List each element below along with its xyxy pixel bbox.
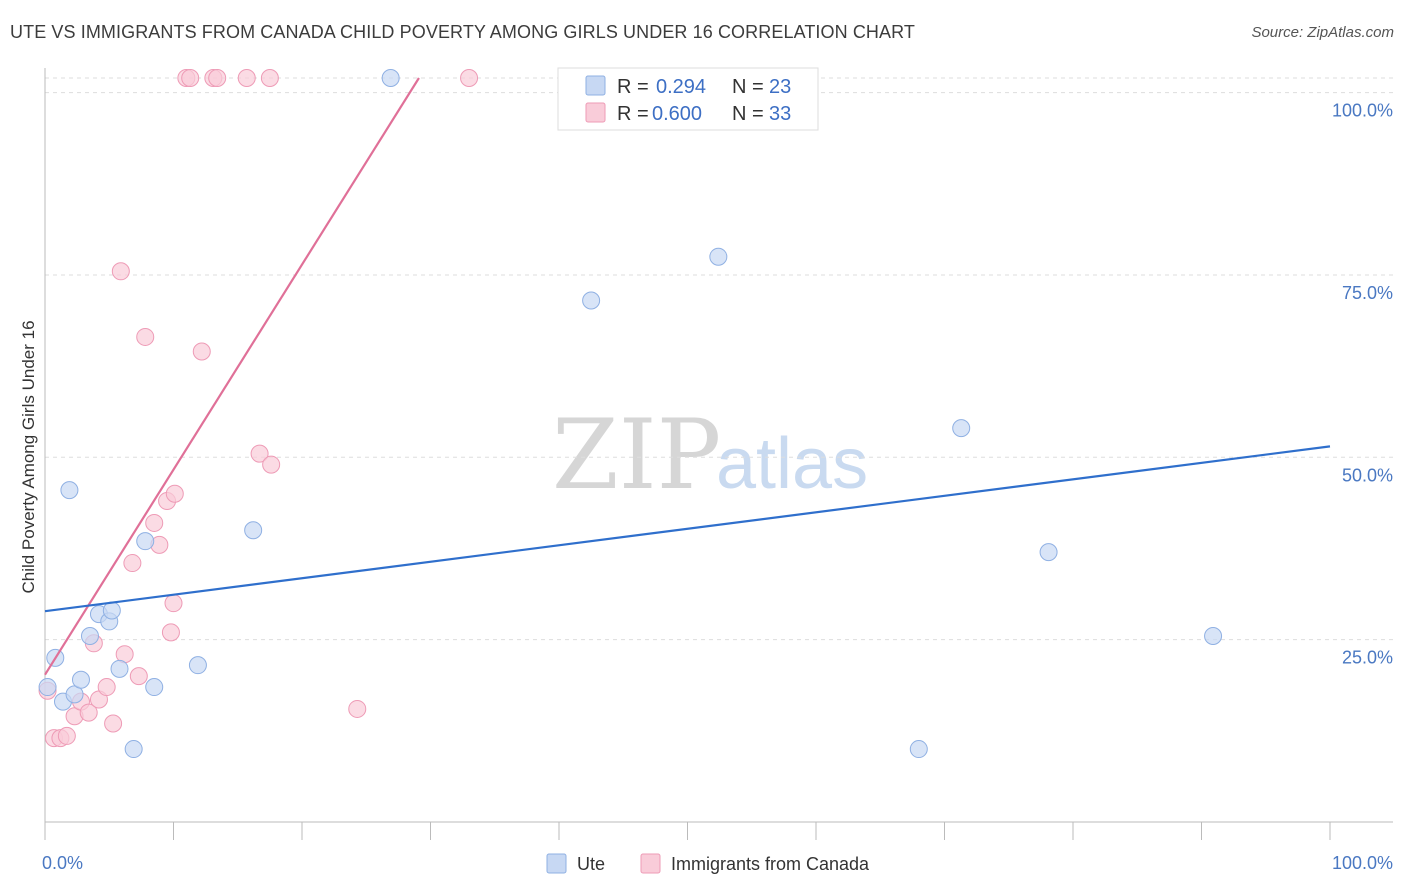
canada-point-24 [192,342,211,361]
ute-point-22 [1204,627,1223,645]
canada-point-11 [111,262,130,281]
chart-title: UTE VS IMMIGRANTS FROM CANADA CHILD POVE… [10,22,916,42]
canada-point-32 [460,69,479,87]
gridlines [45,77,1393,641]
series-immigrants-from-canada-points [38,69,479,748]
trend-lines [44,77,1331,676]
ute-point-0 [38,678,57,697]
legend-r-label-ute: R = [617,76,649,98]
series-ute-points [38,69,1223,759]
y-tick-label-75: 75.0% [1342,283,1393,303]
legend-swatch-ute [585,75,606,96]
x-tick-label-end: 100.0% [1332,853,1393,873]
canada-point-9 [97,678,116,697]
canada-point-28 [250,444,269,463]
ute-point-9 [102,601,121,620]
canada-point-30 [262,455,281,474]
canada-point-13 [123,554,142,573]
legend-r-label-canada: R = [617,103,649,125]
ute-point-18 [709,247,728,266]
legend-swatch-canada [585,102,606,123]
series-legend: Ute Immigrants from Canada [546,853,870,874]
canada-point-3 [57,726,76,745]
canada-point-20 [164,594,183,613]
correlation-legend: R = 0.294 N = 23 R = 0.600 N = 33 [557,67,819,131]
y-tick-label-25: 25.0% [1342,648,1393,668]
series-legend-swatch-canada [640,853,661,874]
ute-point-11 [124,740,143,759]
legend-n-label-canada: N = [732,103,764,125]
y-tick-labels: 25.0% 50.0% 75.0% 100.0% [1332,101,1393,668]
canada-point-29 [260,69,279,87]
series-legend-swatch-ute [546,853,567,874]
canada-point-19 [161,623,180,642]
legend-n-value-ute: 23 [769,76,791,98]
ute-point-10 [110,659,129,678]
canada-point-10 [104,714,123,733]
ute-point-3 [60,481,79,500]
canada-point-23 [181,69,200,87]
y-tick-label-100: 100.0% [1332,101,1393,121]
legend-n-label-ute: N = [732,76,764,98]
ute-point-16 [381,69,400,87]
ute-point-21 [1039,543,1058,562]
canada-point-21 [165,484,184,503]
ute-point-14 [188,656,207,675]
canada-point-6 [79,703,98,722]
ute-point-17 [582,291,601,310]
y-axis-label: Child Poverty Among Girls Under 16 [19,320,38,593]
ute-point-15 [244,521,263,540]
x-tick-label-start: 0.0% [42,853,83,873]
ute-trend-line [44,445,1331,613]
ute-point-12 [136,532,155,551]
ute-point-20 [952,419,971,438]
watermark: ZIP atlas [552,399,868,511]
legend-r-value-canada: 0.600 [652,103,702,125]
canada-point-26 [208,69,227,87]
ute-point-6 [80,627,99,645]
source-label: Source: ZipAtlas.com [1251,24,1394,41]
canada-point-31 [348,699,367,718]
ute-point-19 [909,740,928,759]
canada-trend-line [44,77,420,676]
canada-point-27 [237,69,256,87]
canada-point-14 [129,667,148,686]
series-legend-label-canada: Immigrants from Canada [671,854,870,874]
watermark-zip: ZIP [552,399,721,511]
x-tick-labels: 0.0% 100.0% [42,853,1393,873]
canada-point-15 [136,327,155,346]
canada-point-16 [145,513,164,532]
legend-n-value-canada: 33 [769,103,791,125]
series-legend-label-ute: Ute [577,854,605,874]
ute-point-5 [71,670,90,689]
watermark-atlas: atlas [716,424,868,504]
legend-r-value-ute: 0.294 [656,76,706,98]
y-tick-label-50: 50.0% [1342,465,1393,485]
ute-point-13 [145,678,164,697]
